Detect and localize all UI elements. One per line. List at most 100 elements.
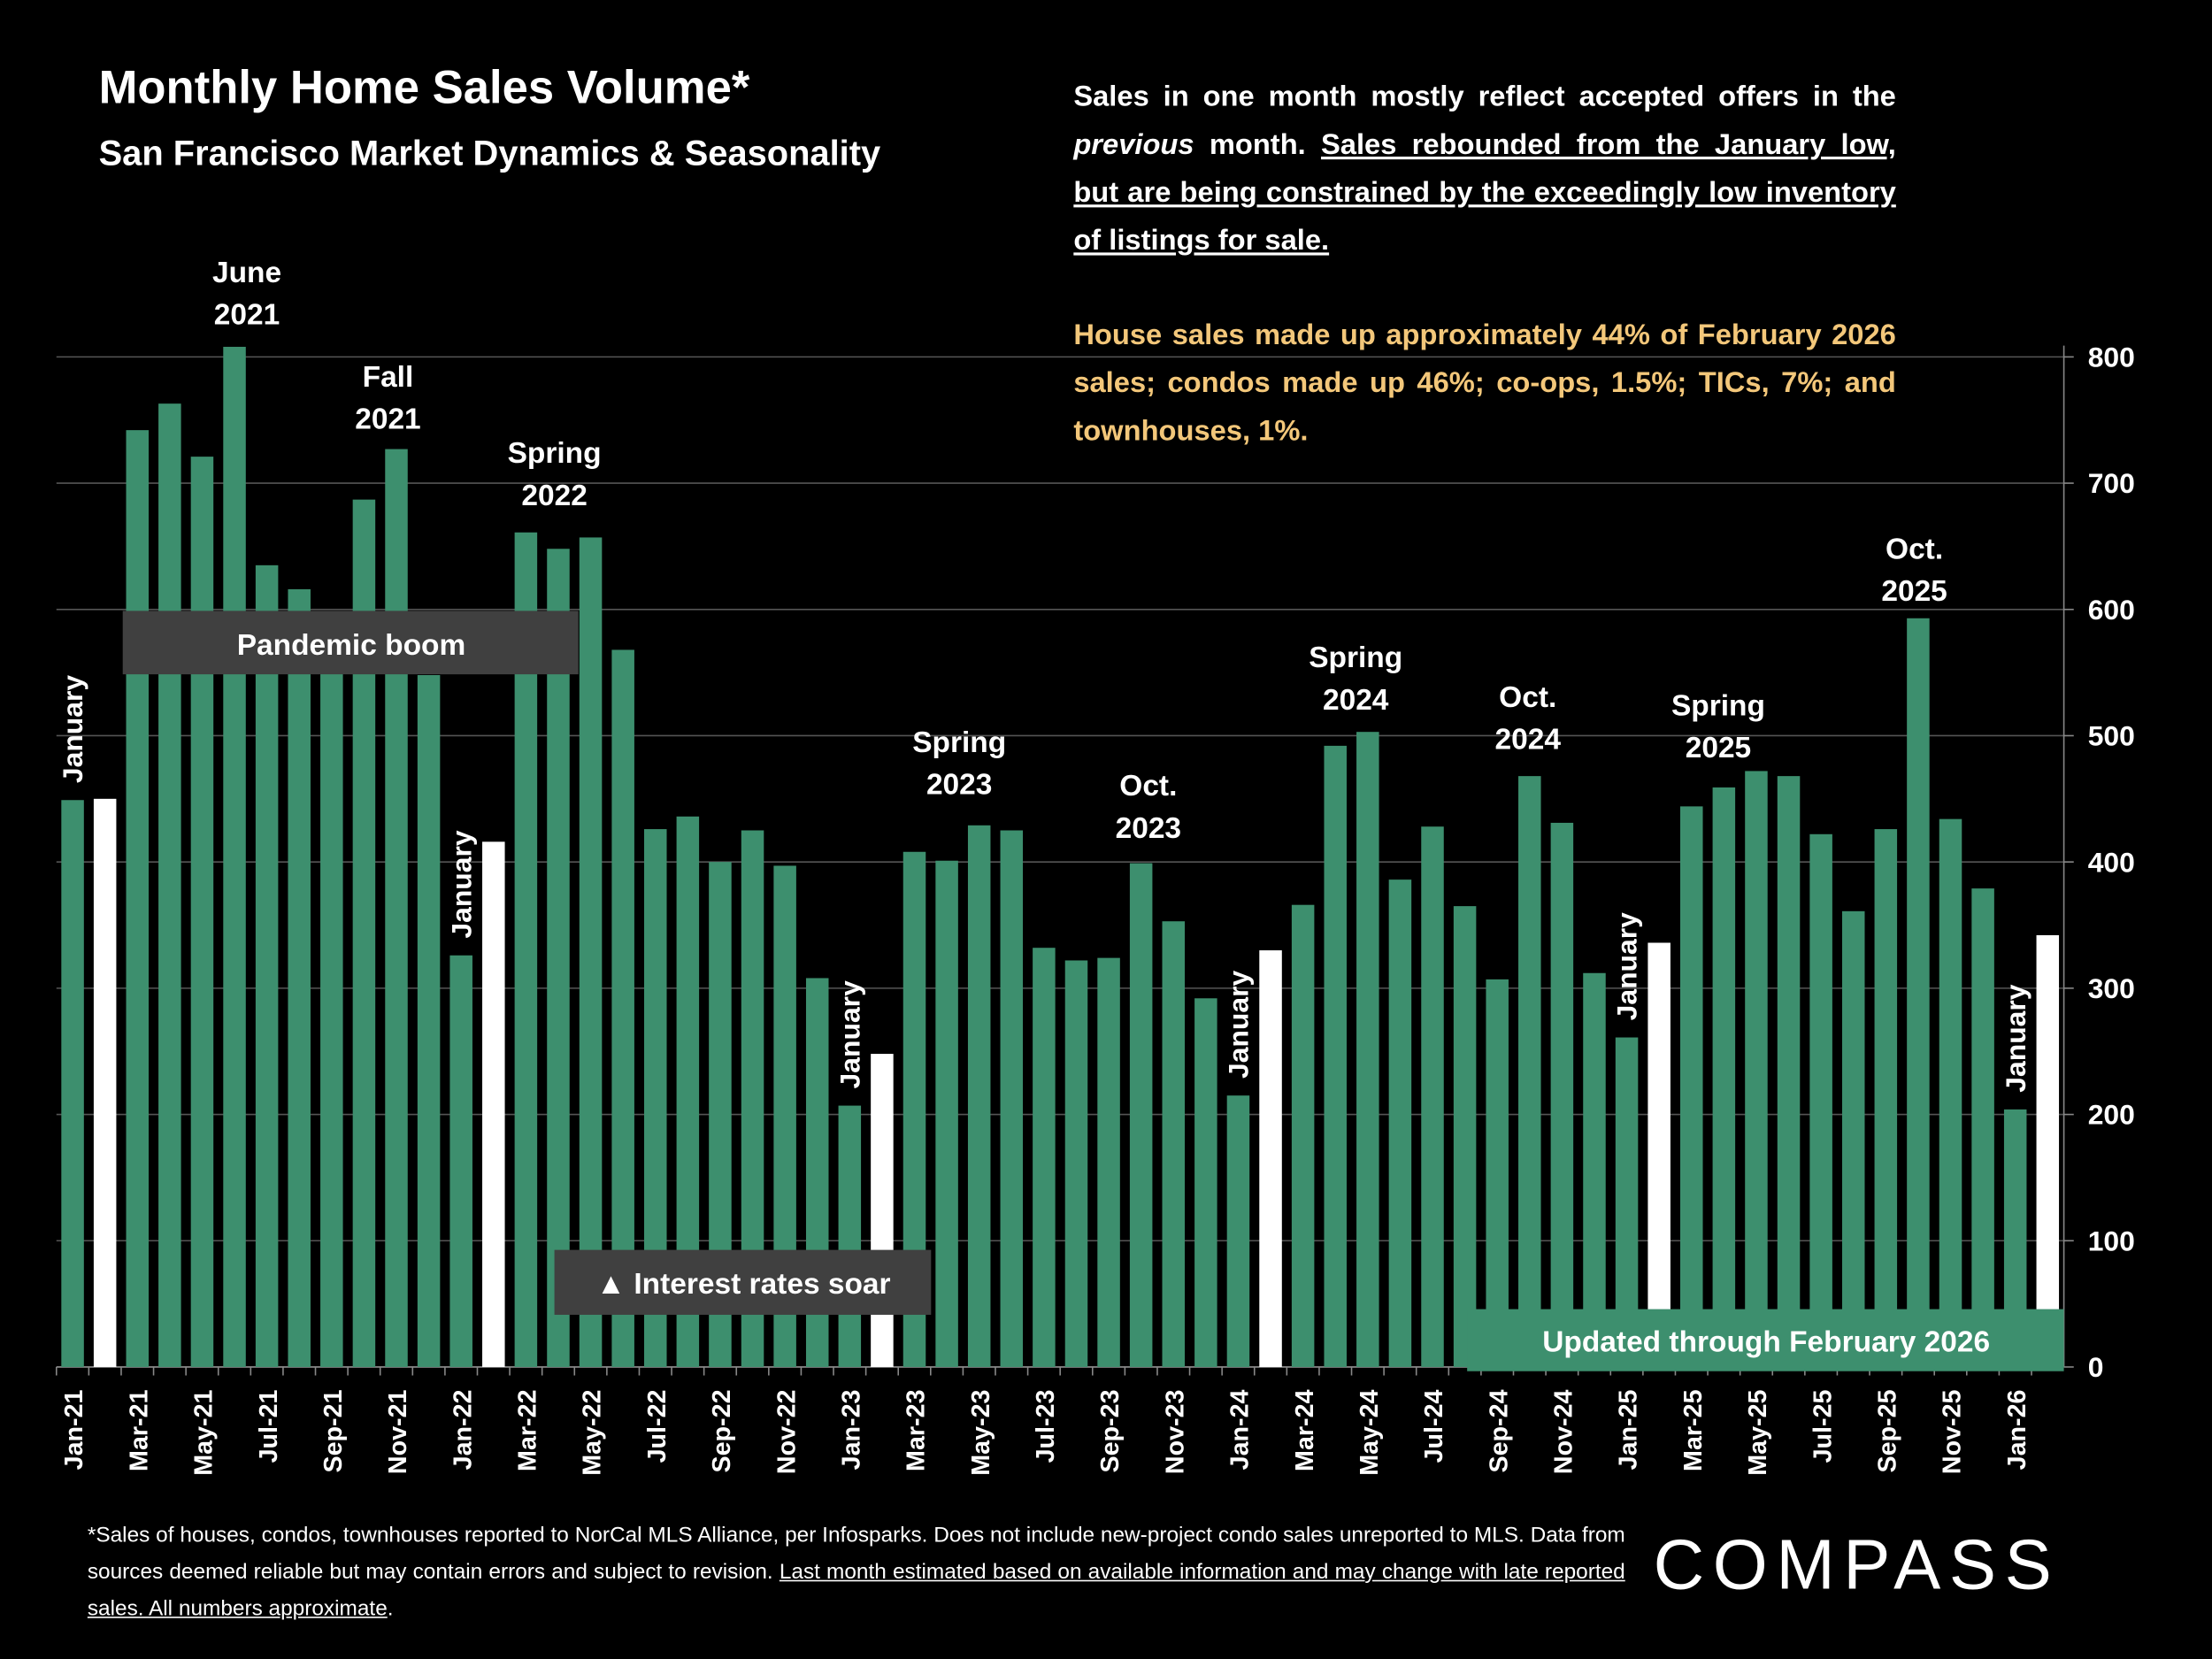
- period-label: 2022: [521, 480, 587, 512]
- bar: [1907, 618, 1930, 1367]
- bar: [1291, 904, 1315, 1367]
- x-tick-label: Mar-23: [902, 1389, 931, 1471]
- x-tick-label: Mar-21: [125, 1389, 153, 1471]
- period-label: Spring: [1309, 641, 1402, 674]
- bar: [1647, 942, 1671, 1367]
- bar: [1777, 776, 1801, 1367]
- bar: [417, 674, 441, 1367]
- bar: [385, 449, 408, 1367]
- bar: [935, 860, 958, 1367]
- x-tick-label: Nov-22: [772, 1389, 801, 1474]
- label-box: [554, 1249, 932, 1315]
- x-tick-label: May-23: [967, 1389, 995, 1475]
- label-box: [1467, 1309, 2064, 1371]
- x-tick-label: Jan-26: [2003, 1389, 2032, 1470]
- x-tick-label: Jul-24: [1420, 1389, 1448, 1463]
- x-tick-label: Jan-24: [1226, 1389, 1255, 1470]
- bar: [288, 588, 311, 1367]
- bar: [1388, 879, 1412, 1367]
- january-label: January: [445, 830, 477, 939]
- bar: [126, 430, 150, 1367]
- period-label: 2024: [1323, 684, 1389, 717]
- chart-title: Monthly Home Sales Volume*: [99, 61, 750, 113]
- bar: [1939, 818, 1962, 1367]
- note-paragraph: House sales made up approximately 44% of…: [1073, 319, 1896, 448]
- bar: [871, 1054, 894, 1367]
- bar: [190, 457, 214, 1367]
- x-tick-label: Sep-22: [708, 1389, 736, 1472]
- period-label: 2025: [1881, 575, 1947, 608]
- january-label: January: [1611, 912, 1643, 1021]
- bar: [1453, 906, 1477, 1367]
- updated-label: Updated through February 2026: [1542, 1325, 1990, 1358]
- january-label: January: [57, 675, 88, 784]
- period-label: Oct.: [1886, 533, 1943, 565]
- pandemic-label: Pandemic boom: [237, 629, 466, 662]
- period-label: June: [212, 257, 281, 289]
- bar: [1226, 1095, 1250, 1367]
- period-label: 2023: [1116, 812, 1181, 845]
- period-label: 2021: [214, 299, 280, 332]
- bar: [2036, 934, 2060, 1367]
- bar: [1421, 826, 1444, 1367]
- bar: [1324, 745, 1347, 1367]
- bar: [1129, 863, 1153, 1367]
- footnote: *Sales of houses, condos, townhouses rep…: [88, 1518, 1625, 1628]
- x-tick-label: Sep-21: [319, 1389, 348, 1472]
- january-label: January: [2000, 984, 2032, 1093]
- bar: [547, 549, 570, 1367]
- x-tick-label: Jul-25: [1809, 1389, 1837, 1463]
- text-run: month.: [1194, 128, 1321, 161]
- y-tick-label: 0: [2088, 1351, 2104, 1383]
- y-tick-label: 200: [2088, 1099, 2135, 1131]
- x-tick-label: Jan-25: [1615, 1389, 1643, 1470]
- period-label: Spring: [1671, 689, 1765, 722]
- bar: [1841, 910, 1865, 1367]
- x-tick-label: Jul-21: [255, 1389, 283, 1463]
- x-tick-label: May-25: [1744, 1389, 1772, 1475]
- bar: [579, 537, 603, 1367]
- bar: [1194, 998, 1217, 1367]
- x-tick-label: Jan-22: [449, 1389, 477, 1470]
- text-run: Last month estimated based on available …: [87, 1560, 1625, 1621]
- bar: [255, 565, 279, 1367]
- text-run: Sales rebounded from the January low, bu…: [1073, 128, 1896, 257]
- x-tick-label: Sep-23: [1096, 1389, 1125, 1472]
- january-label: January: [1223, 971, 1255, 1079]
- y-tick-label: 800: [2088, 342, 2135, 373]
- y-tick-label: 300: [2088, 972, 2135, 1004]
- period-label: 2024: [1494, 724, 1561, 757]
- logo: COMPASS: [1653, 1525, 2061, 1604]
- bar: [158, 403, 181, 1367]
- y-tick-label: 500: [2088, 720, 2135, 752]
- x-tick-label: Mar-25: [1679, 1389, 1708, 1471]
- bar: [1356, 732, 1379, 1367]
- bar: [1550, 822, 1574, 1367]
- period-label: 2021: [355, 403, 420, 436]
- x-tick-label: May-24: [1356, 1389, 1384, 1475]
- bar: [1162, 921, 1186, 1367]
- bar: [1097, 957, 1120, 1367]
- bar: [1712, 787, 1736, 1367]
- bar: [1259, 950, 1282, 1367]
- bar: [1809, 833, 1832, 1367]
- rates-label: ▲ Interest rates soar: [596, 1268, 891, 1301]
- bar: [838, 1105, 862, 1367]
- text-run: .: [387, 1596, 394, 1621]
- bar: [1745, 771, 1768, 1367]
- bar: [320, 659, 343, 1367]
- period-label: Fall: [363, 361, 414, 394]
- bar: [449, 955, 472, 1367]
- bar: [482, 841, 505, 1367]
- note-paragraph: Sales in one month mostly reflect accept…: [1073, 73, 1896, 265]
- bar: [1971, 888, 1994, 1367]
- x-tick-label: Jan-21: [60, 1389, 88, 1470]
- bar: [1583, 972, 1606, 1367]
- january-label: January: [833, 980, 865, 1089]
- x-tick-label: May-22: [579, 1389, 607, 1475]
- label-box: [122, 611, 579, 675]
- bar: [967, 825, 991, 1367]
- x-tick-label: Mar-22: [514, 1389, 542, 1471]
- x-tick-label: Nov-21: [384, 1389, 412, 1474]
